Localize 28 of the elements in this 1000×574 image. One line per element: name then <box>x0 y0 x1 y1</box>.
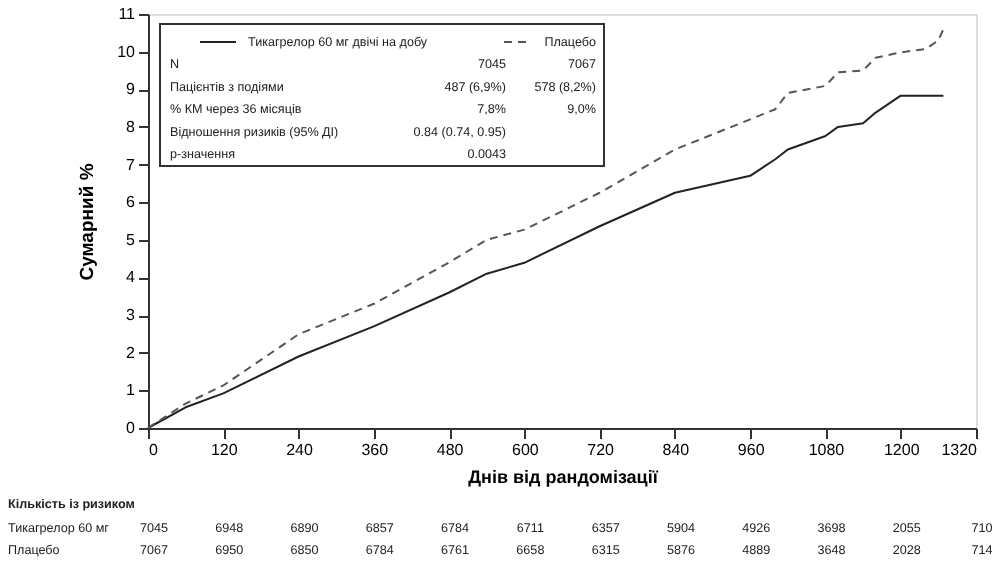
line-series <box>147 28 945 429</box>
x-tick-label: 720 <box>587 441 616 459</box>
y-tick-label: 6 <box>126 193 137 212</box>
x-tick-label: 840 <box>662 441 691 459</box>
y-tick-label: 8 <box>126 117 137 136</box>
x-tick-label: 0 <box>149 441 159 459</box>
y-tick-label: 9 <box>126 80 137 99</box>
y-tick-label: 11 <box>118 5 137 23</box>
y-tick-label: 0 <box>126 419 137 437</box>
y-tick-label: 2 <box>126 343 137 362</box>
x-axis-title: Днів від рандомізації <box>468 467 659 487</box>
y-axis-title: Сумарний % <box>77 162 100 281</box>
y-tick-label: 4 <box>126 268 137 287</box>
x-tick-label: 1320 <box>941 441 979 459</box>
x-tick-label: 120 <box>210 441 239 459</box>
line-series <box>147 94 945 429</box>
x-tick-label: 1200 <box>883 441 921 459</box>
x-tick-label: 360 <box>361 441 390 459</box>
x-tick-label: 960 <box>737 441 766 459</box>
x-tick-label: 1080 <box>808 441 846 459</box>
y-tick-label: 5 <box>126 230 137 249</box>
y-tick-label: 10 <box>117 42 137 61</box>
x-tick-label: 600 <box>512 441 540 459</box>
x-tick-label: 240 <box>286 441 314 459</box>
y-tick-label: 1 <box>126 381 137 400</box>
y-tick-label: 3 <box>126 306 137 325</box>
y-tick-label: 7 <box>126 155 137 174</box>
x-tick-label: 480 <box>436 441 465 459</box>
